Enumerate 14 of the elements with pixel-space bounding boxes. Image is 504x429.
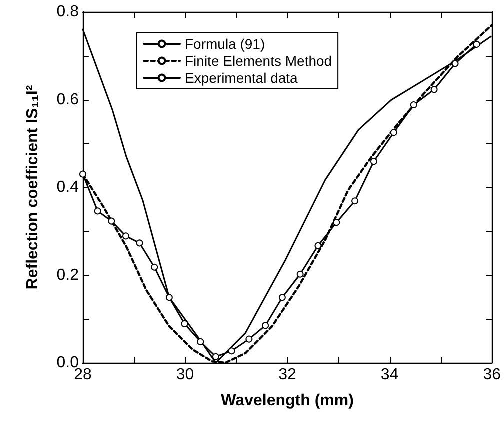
y-tick-label: 0.4 [56, 179, 80, 196]
y-tick-label: 0.2 [56, 266, 80, 284]
y-axis-title: Reflection coefficient IS₁₁I² [24, 85, 42, 290]
y-tick-label: 0.8 [56, 4, 80, 20]
x-tick-label: 36 [483, 366, 502, 384]
x-axis-title: Wavelength (mm) [221, 392, 354, 410]
x-tick-label: 28 [74, 366, 92, 384]
legend-label: Experimental data [185, 70, 298, 86]
legend-label: Finite Elements Method [185, 53, 332, 69]
y-tick-label: 0.6 [56, 91, 80, 108]
x-tick-label: 30 [176, 366, 194, 384]
x-tick-label: 32 [278, 366, 297, 384]
legend-label: Formula (91) [185, 36, 266, 52]
x-tick-label: 34 [380, 366, 399, 384]
